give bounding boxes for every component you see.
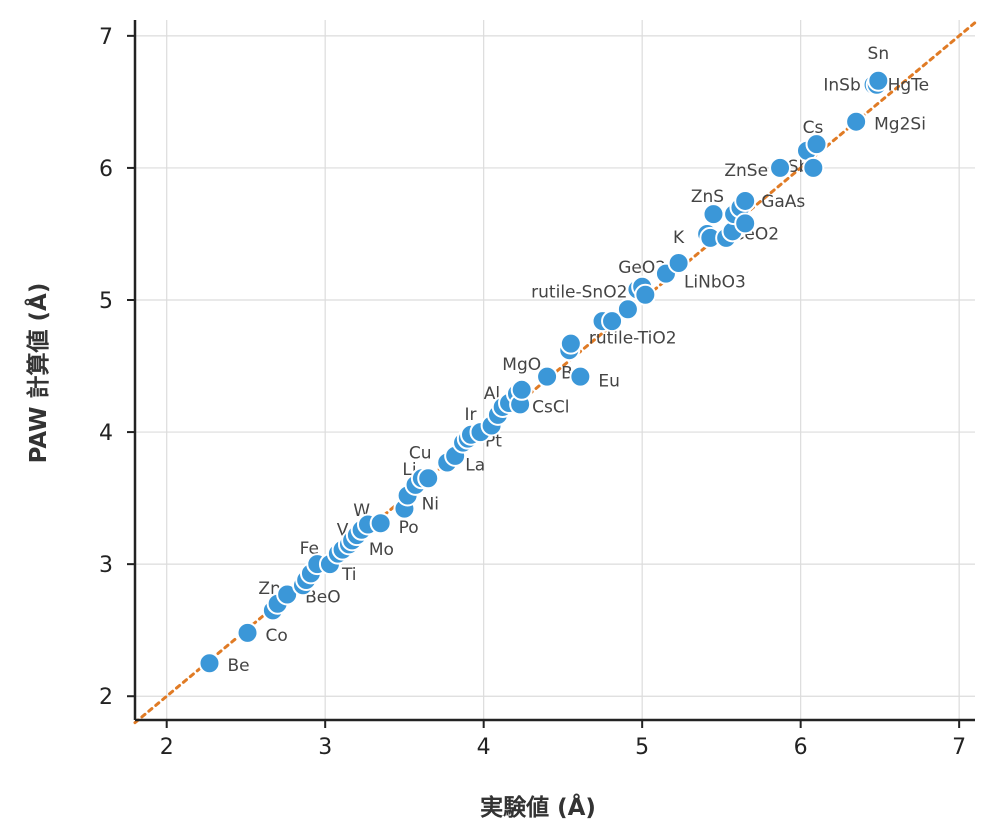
point-label-ZnS: ZnS [691,187,724,207]
data-point-Co [236,621,259,644]
point-label-Be: Be [227,656,249,676]
data-point-60 [805,133,828,156]
data-point-GaAs [734,189,757,212]
point-label-Ir: Ir [465,405,477,425]
y-tick-label-7: 7 [99,25,113,50]
point-label-ZnSe: ZnSe [724,161,768,181]
point-label-Cu: Cu [409,443,432,463]
data-point-AlSb [802,156,825,179]
point-label-La: La [465,455,485,475]
x-tick-label-4: 4 [477,735,491,760]
point-label-Cs: Cs [803,118,824,138]
point-label-GaAs: GaAs [761,192,805,212]
x-tick-label-7: 7 [952,735,966,760]
data-point-Mg2Si [845,110,868,133]
point-label-Po: Po [399,518,419,538]
x-tick-label-6: 6 [794,735,808,760]
point-label-GeO2: GeO2 [618,258,666,278]
y-axis-title: PAW 計算値 (Å) [24,283,52,464]
point-label-Ni: Ni [422,494,439,514]
point-label-rutile-TiO2: rutile-TiO2 [589,329,677,349]
data-point-Cu [417,467,440,490]
point-label-InSb: InSb [823,76,860,96]
data-points [198,69,890,675]
point-label-Eu: Eu [598,372,620,392]
point-label-Mg2Si: Mg2Si [874,115,926,135]
data-point-Ba [536,365,559,388]
data-point-45 [634,283,657,306]
data-point-Eu [569,365,592,388]
grid [135,20,975,720]
point-label-LiNbO3: LiNbO3 [684,273,746,293]
y-tick-label-4: 4 [99,421,113,446]
data-point-42 [616,298,639,321]
point-label-Mo: Mo [369,540,394,560]
y-tick-label-3: 3 [99,553,113,578]
axes: 2 3 4 5 6 7 2 3 4 5 6 7 [99,20,975,760]
x-tick-label-2: 2 [160,735,174,760]
data-point-Sn [867,69,890,92]
data-point-ZnS [702,203,725,226]
point-label-K: K [673,228,685,248]
y-tick-label-5: 5 [99,289,113,314]
point-label-MgO: MgO [502,355,541,375]
data-point-ZnSe [769,156,792,179]
y-tick-label-2: 2 [99,685,113,710]
data-point-55 [734,212,757,235]
data-point-41 [601,310,624,333]
point-label-HgTe: HgTe [888,76,930,96]
point-label-CsCl: CsCl [532,397,569,417]
point-label-BeO: BeO [305,588,341,608]
point-label-Co: Co [266,626,288,646]
x-tick-label-3: 3 [318,735,332,760]
point-label-rutile-SnO2: rutile-SnO2 [531,282,627,302]
data-point-Be [198,652,221,675]
x-axis-title: 実験値 (Å) [480,793,596,821]
point-label-Sn: Sn [868,44,890,64]
data-point-K [667,252,690,275]
x-tick-label-5: 5 [635,735,649,760]
data-point-MgO [510,378,533,401]
point-label-Ti: Ti [341,565,357,585]
y-tick-label-6: 6 [99,157,113,182]
data-point-rutile-TiO2 [559,332,582,355]
data-point-Po [369,512,392,535]
